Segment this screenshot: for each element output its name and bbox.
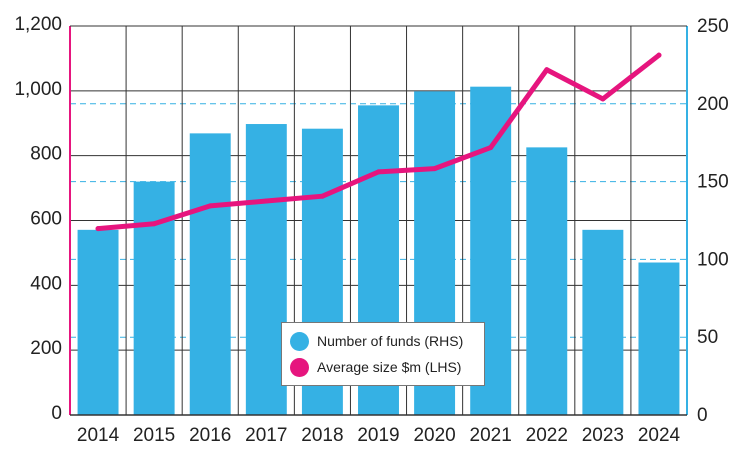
line-point-2014 <box>95 226 101 232</box>
bar-2017 <box>245 124 287 415</box>
right-tick-label-4: 200 <box>697 94 729 115</box>
legend-label-average-size: Average size $m (LHS) <box>317 359 462 375</box>
right-tick-label-1: 50 <box>697 327 718 348</box>
x-tick-label-2020: 2020 <box>413 425 455 446</box>
axes <box>69 25 688 416</box>
x-tick-label-2018: 2018 <box>301 425 343 446</box>
left-tick-label-4: 800 <box>30 144 62 165</box>
x-tick-label-2021: 2021 <box>470 425 512 446</box>
x-tick-label-2023: 2023 <box>582 425 624 446</box>
legend-item-line: Average size $m (LHS) <box>290 354 476 380</box>
left-tick-label-3: 600 <box>30 209 62 230</box>
x-tick-label-2024: 2024 <box>638 425 681 446</box>
left-axis-ticks: 0 200 400 600 800 1,000 1,200 <box>14 14 62 424</box>
right-axis-ticks: 0 50 100 150 200 250 <box>697 16 729 426</box>
right-tick-label-3: 150 <box>697 172 729 193</box>
legend-swatch-number-of-funds <box>290 331 309 351</box>
right-tick-label-0: 0 <box>697 405 708 426</box>
line-point-2023 <box>600 96 606 102</box>
line-point-2024 <box>656 52 662 58</box>
left-tick-label-5: 1,000 <box>14 79 62 100</box>
line-point-2016 <box>207 203 213 209</box>
legend-item-bars: Number of funds (RHS) <box>290 328 476 354</box>
x-tick-label-2019: 2019 <box>357 425 399 446</box>
bar-2022 <box>526 147 568 416</box>
line-point-2019 <box>376 169 381 175</box>
x-axis-ticks: 2014 2015 2016 2017 2018 2019 2020 2021 2022 2023… <box>77 425 681 446</box>
line-point-2022 <box>544 67 550 73</box>
x-tick-label-2015: 2015 <box>133 425 175 446</box>
line-point-2018 <box>319 193 325 199</box>
legend: Number of funds (RHS) Average size $m (L… <box>281 322 485 386</box>
line-point-2021 <box>488 145 494 151</box>
x-tick-label-2022: 2022 <box>526 425 568 446</box>
x-tick-label-2017: 2017 <box>245 425 287 446</box>
x-tick-label-2014: 2014 <box>77 425 120 446</box>
left-tick-label-6: 1,200 <box>14 14 62 35</box>
x-tick-label-2016: 2016 <box>189 425 231 446</box>
left-tick-label-0: 0 <box>51 403 62 424</box>
line-point-2020 <box>432 166 438 172</box>
bar-2014 <box>77 229 119 415</box>
line-point-2015 <box>151 221 157 227</box>
bar-2016 <box>189 133 231 415</box>
right-tick-label-5: 250 <box>697 16 729 37</box>
bar-2024 <box>638 262 680 415</box>
left-tick-label-1: 200 <box>30 338 62 359</box>
line-point-2017 <box>263 198 269 204</box>
left-tick-label-2: 400 <box>30 273 62 294</box>
legend-swatch-average-size <box>290 357 309 377</box>
line-series-average-size <box>95 52 662 232</box>
legend-label-number-of-funds: Number of funds (RHS) <box>317 333 464 349</box>
right-tick-label-2: 100 <box>697 249 729 270</box>
bar-2023 <box>582 229 624 415</box>
